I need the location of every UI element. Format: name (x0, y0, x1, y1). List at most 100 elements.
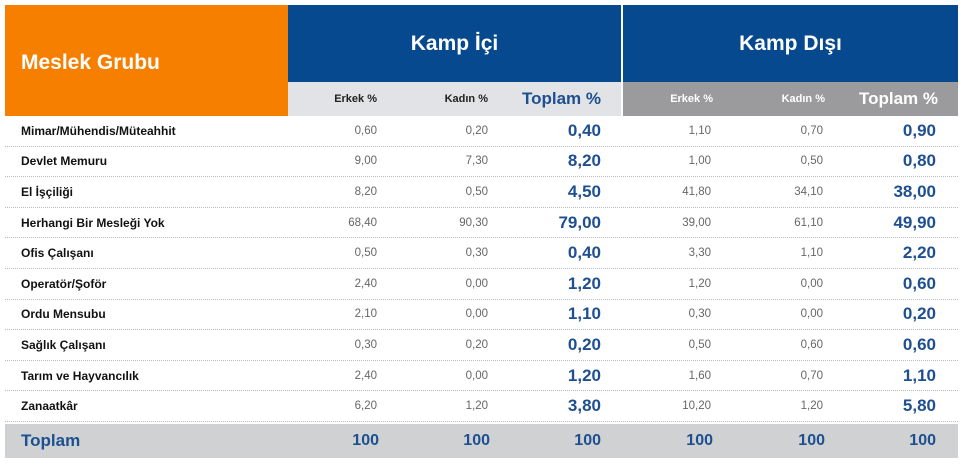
percent-cell: 68,40 (348, 216, 377, 229)
percent-cell: 0,20 (465, 124, 488, 137)
total-percent-cell: 3,80 (567, 396, 601, 416)
table-row: Mimar/Mühendis/Müteahhit 0,60 0,20 0,40 1,10… (5, 116, 958, 147)
table-row: Sağlık Çalışanı 0,30 0,20 0,20 0,50 0,60 0,60 (5, 330, 958, 361)
percent-cell: 0,50 (354, 247, 377, 260)
percent-cell: 1,10 (800, 247, 823, 260)
occupation-name: Herhangi Bir Mesleği Yok (21, 215, 165, 230)
total-percent-cell: 1,10 (902, 365, 936, 385)
header-occupation-group: Meslek Grubu (5, 5, 288, 116)
header-kamp-ici: Kamp İçi (288, 5, 621, 82)
percent-cell: 1,00 (688, 155, 711, 168)
total-percent-cell: 5,80 (902, 396, 936, 416)
percent-cell: 1,60 (688, 369, 711, 382)
percent-cell: 0,70 (800, 124, 823, 137)
percent-cell: 2,10 (354, 308, 377, 321)
total-percent-cell: 1,20 (567, 273, 601, 293)
total-label: Toplam (21, 430, 81, 450)
table-row: Tarım ve Hayvancılık 2,40 0,00 1,20 1,60 0,70… (5, 361, 958, 392)
total-cell: 100 (909, 431, 936, 449)
occupation-name: Operatör/Şoför (21, 276, 107, 291)
percent-cell: 90,30 (459, 216, 488, 229)
total-row: Toplam 100 100 100 100 100 100 (5, 423, 958, 458)
table-row: Zanaatkâr 6,20 1,20 3,80 10,20 1,20 5,80 (5, 391, 958, 422)
occupation-name: Tarım ve Hayvancılık (21, 368, 139, 383)
occupation-name: Mimar/Mühendis/Müteahhit (21, 123, 176, 138)
total-percent-cell: 0,20 (567, 334, 601, 354)
table-row: Operatör/Şoför 2,40 0,00 1,20 1,20 0,00 0,60 (5, 269, 958, 300)
percent-cell: 0,00 (800, 308, 823, 321)
total-percent-cell: 0,20 (902, 304, 936, 324)
total-percent-cell: 0,40 (567, 120, 601, 140)
total-percent-cell: 79,00 (558, 212, 601, 232)
percent-cell: 0,00 (800, 277, 823, 290)
total-percent-cell: 1,10 (567, 304, 601, 324)
percent-cell: 0,30 (688, 308, 711, 321)
percent-cell: 41,80 (682, 185, 711, 198)
percent-cell: 2,40 (354, 277, 377, 290)
percent-cell: 0,70 (800, 369, 823, 382)
table-row: Ordu Mensubu 2,10 0,00 1,10 0,30 0,00 0,20 (5, 300, 958, 331)
subheader-kamp-disi: Erkek % Kadın % Toplam % (623, 82, 958, 116)
occupation-name: Sağlık Çalışanı (21, 337, 106, 352)
subheader-kamp-ici: Erkek % Kadın % Toplam % (288, 82, 621, 116)
total-percent-cell: 38,00 (893, 181, 936, 201)
subheader-toplam: Toplam % (521, 89, 601, 108)
occupation-name: Devlet Memuru (21, 154, 108, 169)
occupation-name: Ofis Çalışanı (21, 246, 94, 261)
percent-cell: 8,20 (354, 185, 377, 198)
percent-cell: 0,60 (800, 338, 823, 351)
percent-cell: 7,30 (465, 155, 488, 168)
total-percent-cell: 8,20 (567, 151, 601, 171)
percent-cell: 39,00 (682, 216, 711, 229)
total-percent-cell: 49,90 (893, 212, 936, 232)
total-cell: 100 (352, 431, 379, 449)
percent-cell: 0,30 (465, 247, 488, 260)
subheader-erkek: Erkek % (334, 93, 377, 105)
percent-cell: 0,60 (354, 124, 377, 137)
percent-cell: 0,30 (354, 338, 377, 351)
total-cell: 100 (798, 431, 825, 449)
table-row: Devlet Memuru 9,00 7,30 8,20 1,00 0,50 0,80 (5, 147, 958, 178)
percent-cell: 0,20 (465, 338, 488, 351)
subheader-toplam: Toplam % (858, 89, 938, 108)
percent-cell: 6,20 (354, 400, 377, 413)
total-cell: 100 (574, 431, 601, 449)
occupation-table: Meslek Grubu Kamp İçi Kamp Dışı Erkek % … (5, 5, 958, 458)
total-percent-cell: 2,20 (902, 243, 936, 263)
total-percent-cell: 0,60 (902, 334, 936, 354)
occupation-name: Ordu Mensubu (21, 307, 106, 322)
total-percent-cell: 0,60 (902, 273, 936, 293)
percent-cell: 61,10 (794, 216, 823, 229)
total-percent-cell: 4,50 (567, 181, 601, 201)
percent-cell: 1,10 (688, 124, 711, 137)
total-cell: 100 (686, 431, 713, 449)
subheader-kadin: Kadın % (444, 93, 488, 105)
table-row: El İşçiliği 8,20 0,50 4,50 41,80 34,10 38,00 (5, 177, 958, 208)
percent-cell: 1,20 (465, 400, 488, 413)
table-row: Ofis Çalışanı 0,50 0,30 0,40 3,30 1,10 2,20 (5, 238, 958, 269)
subheader-kadin: Kadın % (781, 93, 825, 105)
percent-cell: 0,50 (465, 185, 488, 198)
percent-cell: 1,20 (800, 400, 823, 413)
percent-cell: 0,00 (465, 369, 488, 382)
percent-cell: 0,50 (800, 155, 823, 168)
occupation-name: El İşçiliği (21, 184, 74, 199)
table-header: Meslek Grubu Kamp İçi Kamp Dışı Erkek % … (5, 5, 958, 116)
percent-cell: 0,50 (688, 338, 711, 351)
total-percent-cell: 0,40 (567, 243, 601, 263)
total-percent-cell: 1,20 (567, 365, 601, 385)
table-body: Mimar/Mühendis/Müteahhit 0,60 0,20 0,40 1,10… (5, 116, 958, 422)
total-percent-cell: 0,90 (902, 120, 936, 140)
percent-cell: 9,00 (354, 155, 377, 168)
percent-cell: 3,30 (688, 247, 711, 260)
total-percent-cell: 0,80 (902, 151, 936, 171)
percent-cell: 0,00 (465, 308, 488, 321)
occupation-name: Zanaatkâr (21, 399, 78, 414)
subheader-erkek: Erkek % (670, 93, 713, 105)
percent-cell: 34,10 (794, 185, 823, 198)
table-row: Herhangi Bir Mesleği Yok 68,40 90,30 79,00 3… (5, 208, 958, 239)
percent-cell: 0,00 (465, 277, 488, 290)
percent-cell: 2,40 (354, 369, 377, 382)
percent-cell: 10,20 (682, 400, 711, 413)
total-cell: 100 (463, 431, 490, 449)
